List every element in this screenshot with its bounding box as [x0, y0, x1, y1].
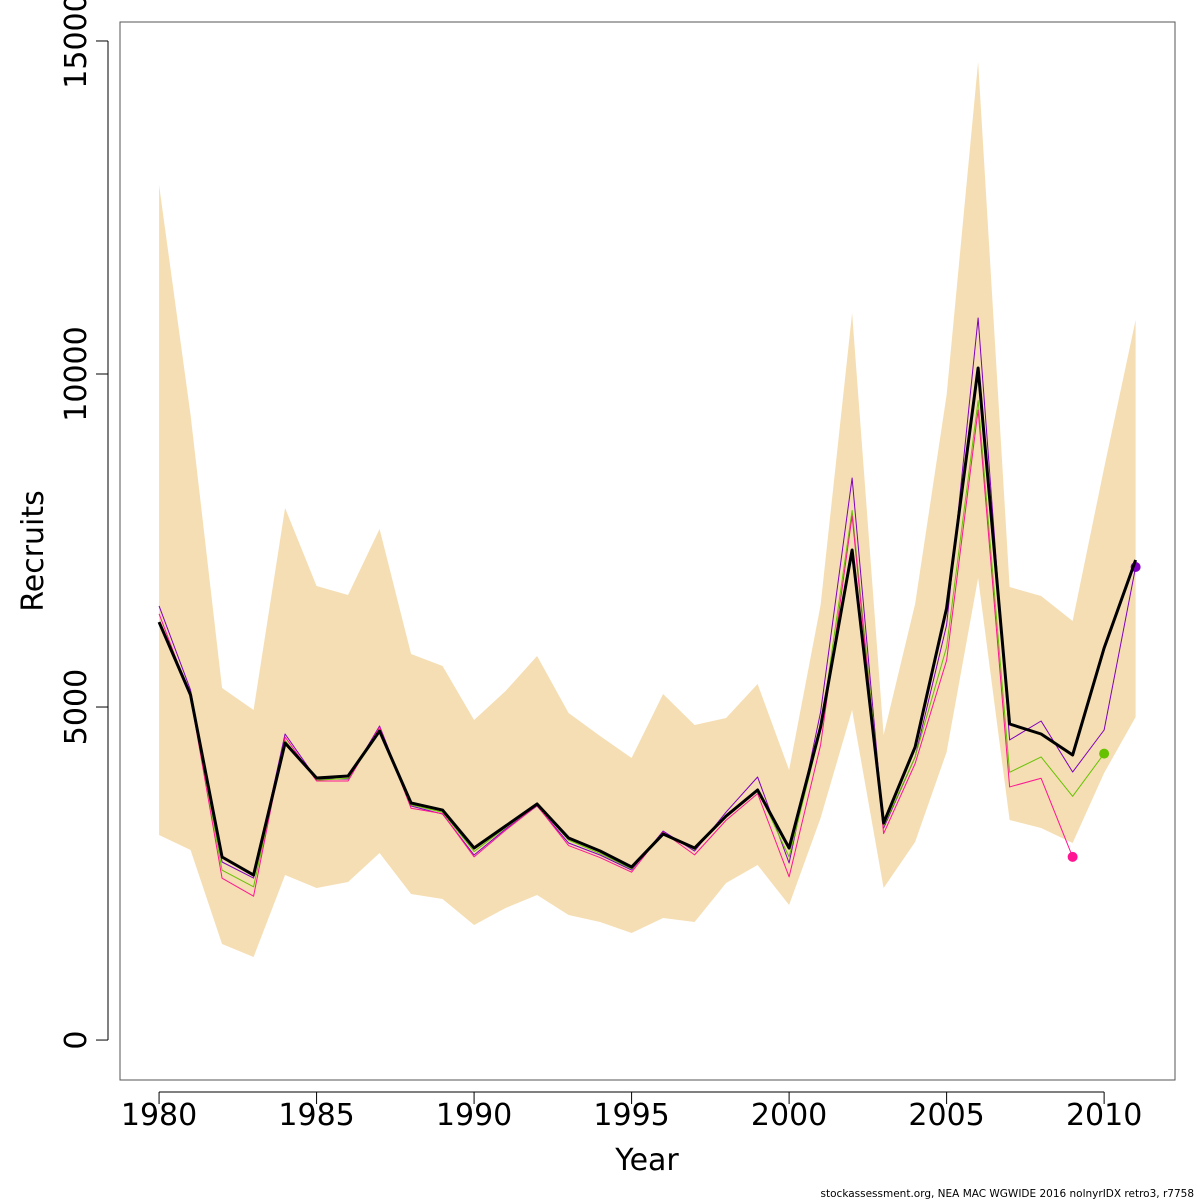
- y-axis-label: Recruits: [16, 490, 51, 612]
- x-tick-label: 1980: [121, 1098, 197, 1133]
- x-tick-label: 1995: [593, 1098, 669, 1133]
- y-tick-label: 0: [59, 1030, 94, 1049]
- plot-frame: [119, 21, 1176, 1081]
- x-tick-label: 2005: [908, 1098, 984, 1133]
- footer: stockassessment.org, NEA MAC WGWIDE 2016…: [821, 1188, 1194, 1200]
- x-tick-label: 2010: [1066, 1098, 1142, 1133]
- x-tick-label: 2000: [751, 1098, 827, 1133]
- y-tick-label: 15000: [59, 0, 94, 89]
- x-tick-label: 1990: [436, 1098, 512, 1133]
- series-line: [157, 366, 1138, 877]
- end-point: [1067, 851, 1078, 862]
- x-axis-label: Year: [614, 1143, 679, 1178]
- y-tick-label: 5000: [59, 669, 94, 745]
- end-point: [1099, 748, 1110, 759]
- confidence-band: [159, 61, 1136, 958]
- y-tick-label: 10000: [59, 326, 94, 421]
- x-tick-label: 1985: [278, 1098, 354, 1133]
